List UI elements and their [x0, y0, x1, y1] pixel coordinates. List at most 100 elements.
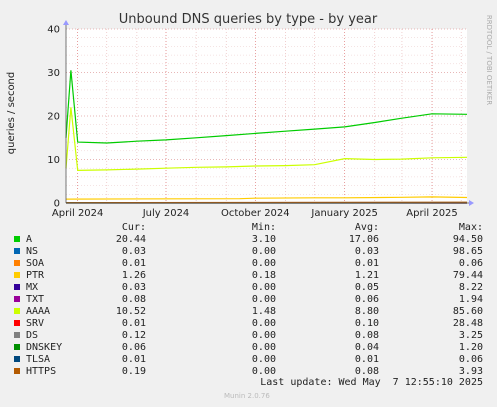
legend-series-name: HTTPS: [26, 366, 57, 377]
legend-header-row: Cur: Min: Avg: Max:: [0, 222, 497, 234]
legend-avg-value: 0.01: [354, 258, 379, 269]
legend-swatch: [14, 368, 20, 374]
x-tick-label: October 2024: [221, 208, 290, 219]
legend-avg-value: 17.06: [348, 234, 379, 245]
last-update: Last update: Wed May 7 12:55:10 2025: [260, 377, 483, 388]
legend-max-value: 3.25: [458, 330, 483, 341]
legend-cur-value: 0.08: [121, 294, 146, 305]
legend-min-value: 0.00: [251, 366, 276, 377]
y-tick-label: 20: [47, 112, 60, 123]
x-tick-label: April 2025: [406, 208, 457, 219]
legend-min-value: 0.00: [251, 294, 276, 305]
legend-series-name: DS: [26, 330, 39, 341]
legend-avg-value: 0.05: [354, 282, 379, 293]
legend-row: TXT 0.08 0.00 0.06 1.94: [0, 294, 497, 306]
legend-max-value: 28.48: [452, 318, 483, 329]
legend-cur-value: 0.03: [121, 246, 146, 257]
y-tick-label: 10: [47, 155, 60, 166]
legend-row: NS 0.03 0.00 0.03 98.65: [0, 246, 497, 258]
legend-min-value: 0.00: [251, 354, 276, 365]
legend-row: SRV 0.01 0.00 0.10 28.48: [0, 318, 497, 330]
legend-swatch: [14, 248, 20, 254]
legend-row: A 20.44 3.10 17.06 94.50: [0, 234, 497, 246]
legend-min-value: 0.00: [251, 318, 276, 329]
x-axis-arrow: [469, 200, 474, 206]
legend-max-value: 0.06: [458, 354, 483, 365]
munin-version: Munin 2.0.76: [224, 392, 270, 400]
legend-cur-value: 0.01: [121, 258, 146, 269]
legend-row: SOA 0.01 0.00 0.01 0.06: [0, 258, 497, 270]
rrdtool-credit: RRDTOOL / TOBI OETIKER: [485, 15, 493, 105]
legend-max-value: 1.20: [458, 342, 483, 353]
series-line-aaaa: [65, 107, 468, 172]
legend-cur-value: 0.01: [121, 318, 146, 329]
legend-series-name: MX: [26, 282, 39, 293]
legend-cur-value: 1.26: [121, 270, 146, 281]
legend-row: DNSKEY 0.06 0.00 0.04 1.20: [0, 342, 497, 354]
legend-row: TLSA 0.01 0.00 0.01 0.06: [0, 354, 497, 366]
legend-swatch: [14, 272, 20, 278]
legend-avg-value: 0.10: [354, 318, 379, 329]
legend-avg-value: 8.80: [354, 306, 379, 317]
x-tick-label: January 2025: [310, 208, 378, 219]
legend-header-avg: Avg:: [354, 222, 379, 233]
legend-max-value: 0.06: [458, 258, 483, 269]
legend-max-value: 1.94: [458, 294, 483, 305]
y-axis-label: queries / second: [6, 72, 17, 154]
legend-min-value: 0.00: [251, 246, 276, 257]
legend-cur-value: 20.44: [115, 234, 146, 245]
legend-min-value: 0.00: [251, 330, 276, 341]
legend-series-name: SRV: [26, 318, 45, 329]
legend-swatch: [14, 284, 20, 290]
legend-swatch: [14, 332, 20, 338]
legend-min-value: 1.48: [251, 306, 276, 317]
legend-max-value: 94.50: [452, 234, 483, 245]
legend-max-value: 98.65: [452, 246, 483, 257]
legend-max-value: 85.60: [452, 306, 483, 317]
legend-avg-value: 0.03: [354, 246, 379, 257]
legend-avg-value: 0.06: [354, 294, 379, 305]
legend-header-max: Max:: [458, 222, 483, 233]
legend-cur-value: 0.19: [121, 366, 146, 377]
legend-avg-value: 1.21: [354, 270, 379, 281]
y-tick-label: 30: [47, 68, 60, 79]
legend-avg-value: 0.08: [354, 330, 379, 341]
legend-series-name: DNSKEY: [26, 342, 63, 353]
plot-area: 0 10 20 30 40 April 2024 July 2024 October 2024…: [47, 20, 474, 219]
legend-series-name: TLSA: [26, 354, 51, 365]
legend-series-name: SOA: [26, 258, 45, 269]
legend-series-name: AAAA: [26, 306, 51, 317]
chart-title: Unbound DNS queries by type - by year: [119, 12, 378, 27]
legend-max-value: 8.22: [458, 282, 483, 293]
legend-min-value: 0.00: [251, 258, 276, 269]
legend-cur-value: 0.01: [121, 354, 146, 365]
legend-row: HTTPS 0.19 0.00 0.08 3.93: [0, 366, 497, 378]
legend-min-value: 0.00: [251, 282, 276, 293]
legend-swatch: [14, 296, 20, 302]
legend-min-value: 0.18: [251, 270, 276, 281]
legend-series-name: A: [26, 234, 33, 245]
legend-swatch: [14, 260, 20, 266]
y-tick-label: 0: [54, 199, 60, 210]
y-tick-label: 40: [47, 25, 60, 36]
legend-series-name: NS: [26, 246, 39, 257]
series-line-ptr: [65, 196, 468, 200]
legend-min-value: 3.10: [251, 234, 276, 245]
legend-series-name: TXT: [26, 294, 45, 305]
legend-swatch: [14, 356, 20, 362]
legend-header-cur: Cur:: [121, 222, 146, 233]
legend-swatch: [14, 320, 20, 326]
legend-row: DS 0.12 0.00 0.08 3.25: [0, 330, 497, 342]
legend-avg-value: 0.08: [354, 366, 379, 377]
legend-cur-value: 0.06: [121, 342, 146, 353]
legend-cur-value: 10.52: [115, 306, 146, 317]
legend-avg-value: 0.04: [354, 342, 379, 353]
legend-max-value: 79.44: [452, 270, 483, 281]
legend-avg-value: 0.01: [354, 354, 379, 365]
chart: Unbound DNS queries by type - by year qu…: [6, 12, 493, 219]
x-tick-label: April 2024: [52, 208, 103, 219]
legend-row: PTR 1.26 0.18 1.21 79.44: [0, 270, 497, 282]
legend-swatch: [14, 308, 20, 314]
legend-cur-value: 0.03: [121, 282, 146, 293]
series-line-a: [65, 70, 468, 144]
